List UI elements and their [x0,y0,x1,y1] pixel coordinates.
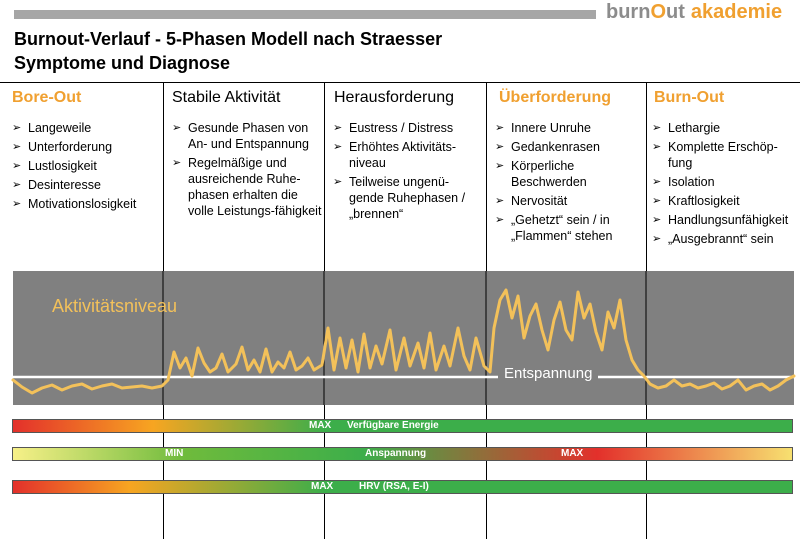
activity-line [11,288,796,395]
activity-level-label: Aktivitätsniveau [52,296,178,316]
tension-bar: MIN Anspannung MAX [12,447,793,461]
list-item: ➢ Kraftlosigkeit [652,194,740,208]
header-divider [0,82,800,83]
header-bar [14,10,596,19]
title-line-1: Burnout-Verlauf - 5-Phasen Modell nach S… [14,29,443,49]
hrv-bar: MAX HRV (RSA, E-I) [12,480,793,494]
phase-list-bore-out: ➢ Langeweile ➢ Unterforderung ➢ Lustlosigke… [12,120,160,215]
title-line-2: Symptome und Diagnose [14,53,231,73]
logo: burnOut akademie [606,1,783,23]
list-item: ➢ Isolation [652,175,715,189]
list-item: ➢ Lethargie [652,121,721,135]
energy-bar: MAX Verfügbare Energie [12,419,793,433]
list-item: ➢ Langeweile [12,121,92,135]
list-item: ➢ Gesunde Phasen von An- und Entspannung [172,121,309,151]
phase-list-herausforderung: ➢ Eustress / Distress ➢ Erhöhtes Aktivität… [333,120,483,225]
relaxation-label: Entspannung [498,365,599,382]
tension-bar-min: MIN [165,448,184,459]
list-item: ➢ Nervosität [495,194,568,208]
list-item: ➢ Unterforderung [12,140,113,154]
tension-bar-label: Anspannung [365,448,427,459]
phase-list-burn-out: ➢ Lethargie ➢ Komplette Erschöp-fung ➢ Isol… [652,120,798,250]
list-item: ➢ Innere Unruhe [495,121,591,135]
phase-title-burn-out: Burn-Out [654,89,725,106]
list-item: ➢ Handlungsunfähigkeit [652,213,789,227]
list-item: ➢ „Gehetzt“ sein / in „Flammen“ stehen [495,213,613,243]
phase-title-herausforderung: Herausforderung [334,89,455,106]
list-item: ➢ Gedankenrasen [495,140,600,154]
list-item: ➢ Komplette Erschöp-fung [652,140,778,170]
hrv-bar-label: HRV (RSA, E-I) [359,481,429,492]
list-item: ➢ Teilweise ungenü-gende Ruhephasen / „br… [333,175,466,221]
list-item: ➢ „Ausgebrannt“ sein [652,232,774,246]
energy-bar-max: MAX [309,420,332,431]
tension-bar-max: MAX [561,448,584,459]
list-item: ➢ Lustlosigkeit [12,159,97,173]
list-item: ➢ Regelmäßige und ausreichende Ruhe-phase… [172,156,322,218]
hrv-bar-max: MAX [311,481,334,492]
phase-title-bore-out: Bore-Out [12,89,82,106]
list-item: ➢ Körperliche Beschwerden [495,159,587,189]
list-item: ➢ Erhöhtes Aktivitäts-niveau [333,140,456,170]
phase-list-stabile-aktivitaet: ➢ Gesunde Phasen von An- und Entspannung … [172,120,322,222]
energy-bar-label: Verfügbare Energie [347,420,439,431]
phase-list-ueberforderung: ➢ Innere Unruhe ➢ Gedankenrasen ➢ Körperlic… [495,120,643,247]
list-item: ➢ Motivationslosigkeit [12,197,137,211]
phase-title-ueberforderung: Überforderung [499,89,611,106]
page-title: Burnout-Verlauf - 5-Phasen Modell nach S… [14,27,442,75]
phase-title-stabile-aktivitaet: Stabile Aktivität [172,89,281,106]
list-item: ➢ Desinteresse [12,178,101,192]
list-item: ➢ Eustress / Distress [333,121,454,135]
